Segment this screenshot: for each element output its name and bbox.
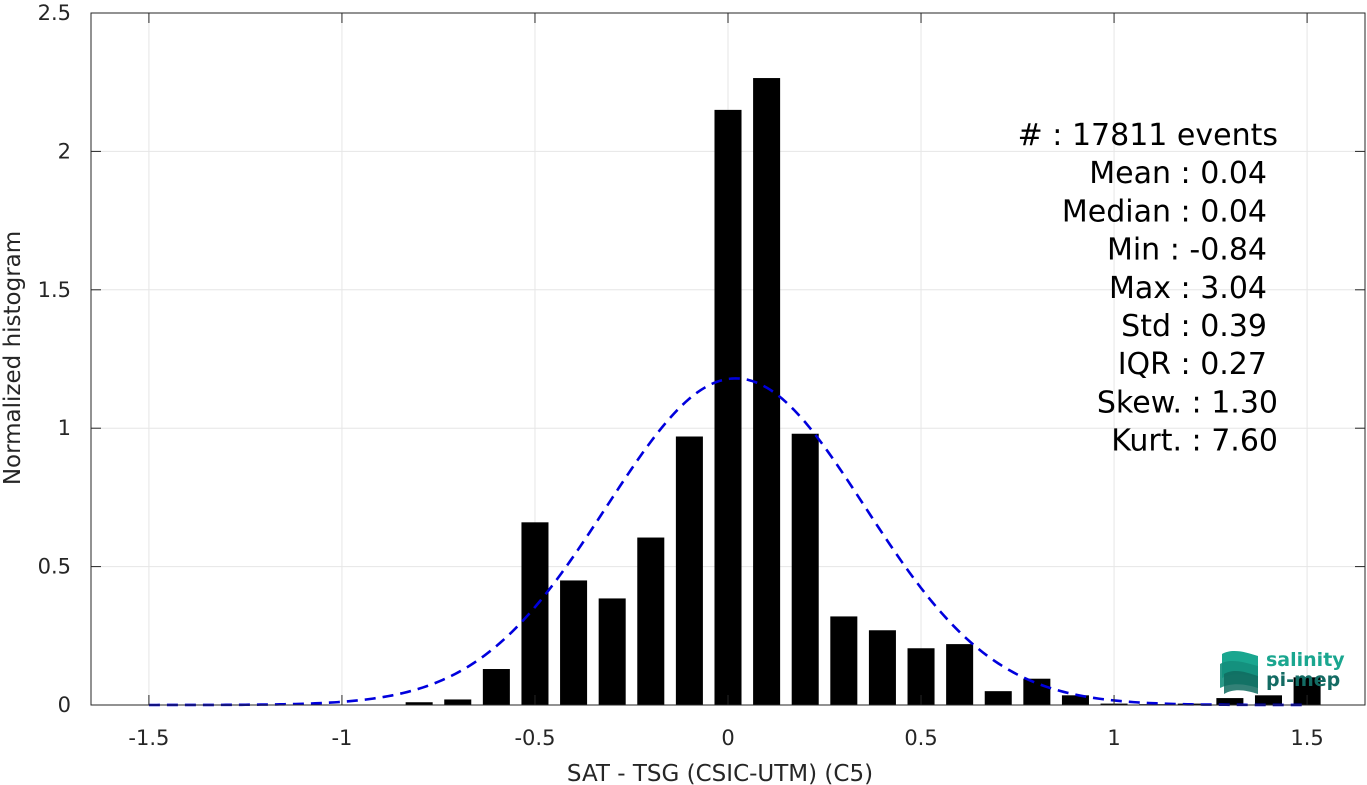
logo-text-salinity: salinity: [1266, 649, 1345, 671]
histogram-bar: [675, 436, 703, 705]
salinity-pi-mep-logo: salinity pi-mep: [1220, 649, 1345, 694]
histogram-bars: [405, 78, 1321, 706]
stats-line: Max : 3.04: [1109, 271, 1267, 306]
y-tick-label: 2: [58, 139, 71, 163]
histogram-bar: [830, 616, 858, 705]
histogram-bar: [868, 630, 896, 705]
stats-line: Std : 0.39: [1121, 309, 1267, 344]
y-axis-label: Normalized histogram: [0, 231, 26, 485]
logo-waves-icon: [1220, 650, 1258, 694]
histogram-bar: [791, 433, 819, 705]
x-tick-label: -1: [331, 726, 352, 750]
histogram-bar: [946, 644, 974, 705]
stats-line: # : 17811 events: [1018, 118, 1278, 153]
histogram-bar: [637, 537, 665, 705]
stats-line: Median : 0.04: [1062, 194, 1267, 229]
stats-line: Mean : 0.04: [1089, 156, 1267, 191]
x-tick-label: 0: [721, 726, 734, 750]
x-tick-label: 1: [1107, 726, 1120, 750]
histogram-bar: [714, 109, 742, 705]
histogram-bar: [444, 699, 472, 705]
histogram-bar: [521, 522, 549, 705]
x-tick-label: 1.5: [1290, 726, 1323, 750]
histogram-bar: [482, 669, 510, 705]
x-tick-label: -1.5: [128, 726, 169, 750]
y-tick-label: 2.5: [38, 1, 71, 25]
y-tick-label: 0: [58, 693, 71, 717]
y-tick-label: 1.5: [38, 278, 71, 302]
logo-text-pi-mep: pi-mep: [1266, 669, 1340, 691]
histogram-bar: [598, 598, 626, 705]
y-tick-label: 0.5: [38, 555, 71, 579]
histogram-bar: [1023, 678, 1051, 705]
y-tick-label: 1: [58, 416, 71, 440]
histogram-bar: [405, 702, 433, 705]
histogram-bar: [1216, 698, 1244, 705]
x-axis-ticks: -1.5 -1 -0.5 0 0.5 1 1.5: [128, 13, 1324, 750]
histogram-bar: [1061, 695, 1089, 705]
x-tick-label: 0.5: [904, 726, 937, 750]
histogram-bar: [560, 580, 588, 705]
x-axis-label: SAT - TSG (CSIC-UTM) (C5): [567, 761, 873, 785]
histogram-bar: [984, 691, 1012, 705]
stats-line: IQR : 0.27: [1118, 347, 1267, 382]
histogram-bar: [1254, 695, 1282, 705]
stats-line: Min : -0.84: [1107, 233, 1267, 268]
x-tick-label: -0.5: [514, 726, 555, 750]
y-axis-ticks: 0 0.5 1 1.5 2 2.5: [38, 1, 1365, 717]
stats-line: Skew. : 1.30: [1097, 385, 1278, 420]
histogram-bar: [753, 78, 781, 706]
stats-line: Kurt. : 7.60: [1111, 424, 1278, 459]
